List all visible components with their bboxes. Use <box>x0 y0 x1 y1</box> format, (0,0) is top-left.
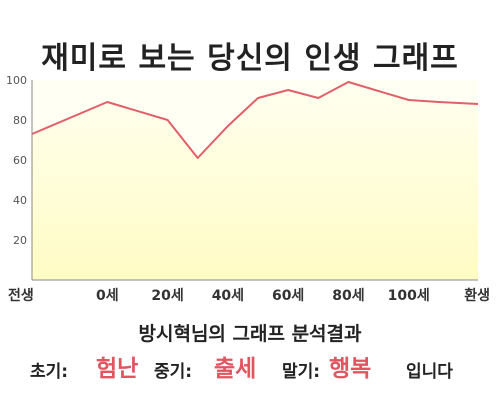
y-tick-label: 20 <box>13 234 27 247</box>
y-tick-label: 60 <box>13 154 27 167</box>
x-tick-label: 20세 <box>151 288 183 304</box>
mid-value: 출세 <box>214 356 257 382</box>
x-tick-label: 환생 <box>464 287 490 304</box>
y-tick-label: 40 <box>13 194 27 207</box>
late-value: 행복 <box>329 356 372 382</box>
life-area-fill <box>32 82 478 280</box>
late-label: 말기: <box>282 362 321 382</box>
x-tick-label: 60세 <box>272 288 304 304</box>
x-tick-label: 80세 <box>332 288 364 304</box>
chart-title: 재미로 보는 당신의 인생 그래프 <box>41 41 459 76</box>
x-tick-label: 전생 <box>8 287 34 304</box>
life-line-series <box>31 81 479 159</box>
mid-label: 중기: <box>154 362 193 382</box>
analysis-subtitle: 방시혁님의 그래프 분석결과 <box>138 323 362 345</box>
y-tick-label: 80 <box>13 114 27 127</box>
x-tick-label: 0세 <box>96 288 119 304</box>
y-tick-label: 100 <box>6 74 27 87</box>
analysis-result: 초기: 험난 중기: 출세 말기: 행복 입니다 <box>0 349 500 382</box>
x-tick-label: 40세 <box>212 288 244 304</box>
result-ending: 입니다 <box>406 362 453 382</box>
early-value: 험난 <box>96 356 139 382</box>
x-tick-label: 100세 <box>388 288 430 304</box>
early-label: 초기: <box>30 362 69 382</box>
